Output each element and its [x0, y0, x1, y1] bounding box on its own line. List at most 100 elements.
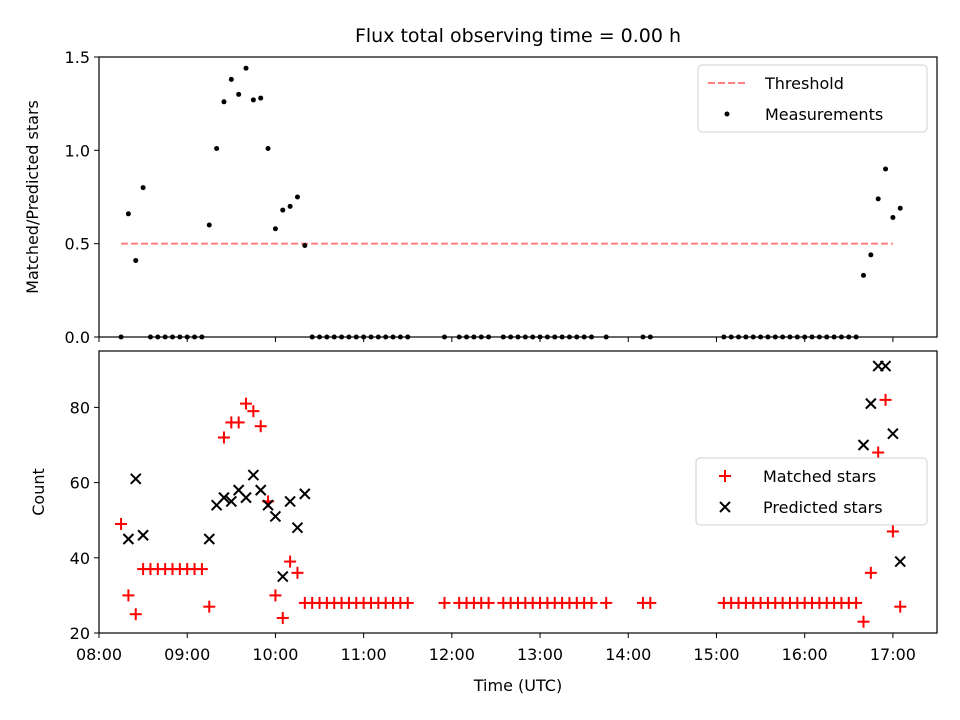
measurement-point — [140, 185, 146, 191]
measurement-point — [206, 222, 212, 228]
top-legend-threshold-label: Threshold — [764, 74, 844, 93]
matched-star-point — [195, 563, 208, 576]
predicted-star-point — [137, 529, 149, 541]
matched-star-point — [850, 596, 863, 609]
matched-star-point — [217, 431, 230, 444]
matched-star-point — [864, 566, 877, 579]
bottom-y-tick-label: 40 — [70, 549, 90, 568]
measurement-point — [221, 99, 227, 105]
predicted-star-point — [262, 499, 274, 511]
bottom-legend-predicted-label: Predicted stars — [763, 498, 883, 517]
measurement-point — [302, 243, 308, 249]
matched-star-point — [129, 608, 142, 621]
bottom-y-tick-label: 20 — [70, 624, 90, 643]
top-x-ticks — [98, 337, 894, 342]
bottom-x-tick-label: 11:00 — [341, 645, 387, 664]
matched-star-point — [644, 596, 657, 609]
top-legend-box — [697, 64, 928, 133]
predicted-star-point — [218, 491, 230, 504]
predicted-star-point — [255, 484, 267, 496]
top-y-ticks: 0.0 0.5 1.0 1.5 — [65, 48, 99, 347]
matched-star-point — [857, 615, 870, 628]
bottom-y-ticks: 20 40 60 80 — [70, 398, 99, 643]
top-y-tick-label: 0.5 — [65, 235, 90, 254]
bottom-legend-box — [695, 457, 928, 526]
bottom-legend: Matched stars Predicted stars — [695, 457, 928, 526]
bottom-y-tick-label: 80 — [70, 398, 90, 417]
bottom-x-axis-label: Time (UTC) — [473, 676, 562, 695]
measurement-point — [280, 207, 286, 213]
predicted-star-point — [247, 469, 260, 481]
matched-star-point — [203, 600, 216, 613]
predicted-star-point — [865, 397, 877, 410]
bottom-legend-matched-swatch — [719, 470, 731, 482]
measurement-point — [294, 194, 300, 200]
predicted-star-point — [203, 533, 215, 545]
measurement-point — [228, 76, 234, 82]
matched-star-point — [232, 416, 245, 429]
matched-star-point — [247, 405, 260, 418]
bottom-x-tick-label: 15:00 — [693, 645, 739, 664]
measurement-point — [236, 91, 242, 97]
top-y-tick-label: 0.0 — [65, 328, 90, 347]
measurement-point — [133, 257, 139, 263]
measurement-point — [897, 205, 903, 211]
bottom-x-tick-label: 14:00 — [605, 645, 651, 664]
predicted-star-point — [857, 439, 870, 451]
bottom-y-tick-label: 60 — [70, 474, 90, 493]
top-y-tick-label: 1.0 — [65, 141, 90, 160]
measurement-point — [214, 145, 220, 151]
matched-star-point — [879, 393, 892, 406]
top-legend-measurements-swatch — [724, 111, 730, 117]
matched-star-point — [438, 596, 451, 609]
predicted-star-point — [122, 533, 135, 545]
measurement-point — [258, 95, 264, 101]
bottom-x-tick-label: 17:00 — [870, 645, 916, 664]
bottom-y-axis-label: Count — [29, 468, 48, 516]
measurement-point — [868, 252, 874, 258]
predicted-star-point — [225, 495, 238, 508]
predicted-star-point — [299, 488, 311, 500]
matched-star-point — [122, 589, 135, 602]
measurement-point — [883, 166, 889, 172]
top-legend-measurements-label: Measurements — [765, 105, 883, 124]
measurement-point — [250, 97, 256, 103]
matched-star-point — [886, 525, 899, 538]
bottom-x-tick-label: 16:00 — [782, 645, 828, 664]
predicted-star-point — [887, 428, 899, 440]
measurement-point — [890, 215, 896, 221]
predicted-star-point — [277, 570, 289, 583]
matched-star-point — [600, 596, 613, 609]
top-panel: 0.0 0.5 1.0 1.5 Matched/Predicted stars Thr… — [23, 48, 938, 347]
top-chart-title: Flux total observing time = 0.00 h — [355, 25, 681, 47]
bottom-x-tick-label: 10:00 — [252, 645, 298, 664]
matched-star-point — [276, 611, 289, 624]
measurement-point — [125, 211, 131, 217]
matched-star-point — [115, 517, 128, 530]
matched-star-point — [482, 596, 495, 609]
bottom-legend-predicted-swatch — [719, 501, 731, 513]
measurement-point — [860, 272, 866, 278]
top-plot-frame — [98, 56, 938, 338]
bottom-x-tick-label: 12:00 — [429, 645, 475, 664]
bottom-x-ticks: 08:00 09:00 10:00 11:00 12:00 13:00 14:00 15:00… — [76, 633, 916, 664]
predicted-star-point — [291, 522, 304, 534]
predicted-star-point — [284, 495, 296, 508]
predicted-star-point — [240, 491, 252, 504]
matched-star-point — [254, 420, 267, 433]
measurement-point — [243, 65, 249, 71]
measurement-point — [875, 196, 881, 202]
bottom-x-tick-label: 08:00 — [76, 645, 122, 664]
matched-star-point — [401, 596, 414, 609]
bottom-panel: 20 40 60 80 08:00 09:00 10:00 11:00 12:00 13:00 1… — [29, 350, 938, 695]
predicted-star-point — [879, 360, 892, 372]
measurement-point — [272, 226, 278, 232]
matched-star-point — [894, 600, 907, 613]
measurement-point — [287, 203, 293, 209]
top-y-tick-label: 1.5 — [65, 48, 90, 67]
measurement-point — [265, 145, 271, 151]
bottom-x-tick-label: 09:00 — [164, 645, 210, 664]
matched-star-point — [240, 397, 253, 410]
bottom-x-tick-label: 13:00 — [517, 645, 563, 664]
